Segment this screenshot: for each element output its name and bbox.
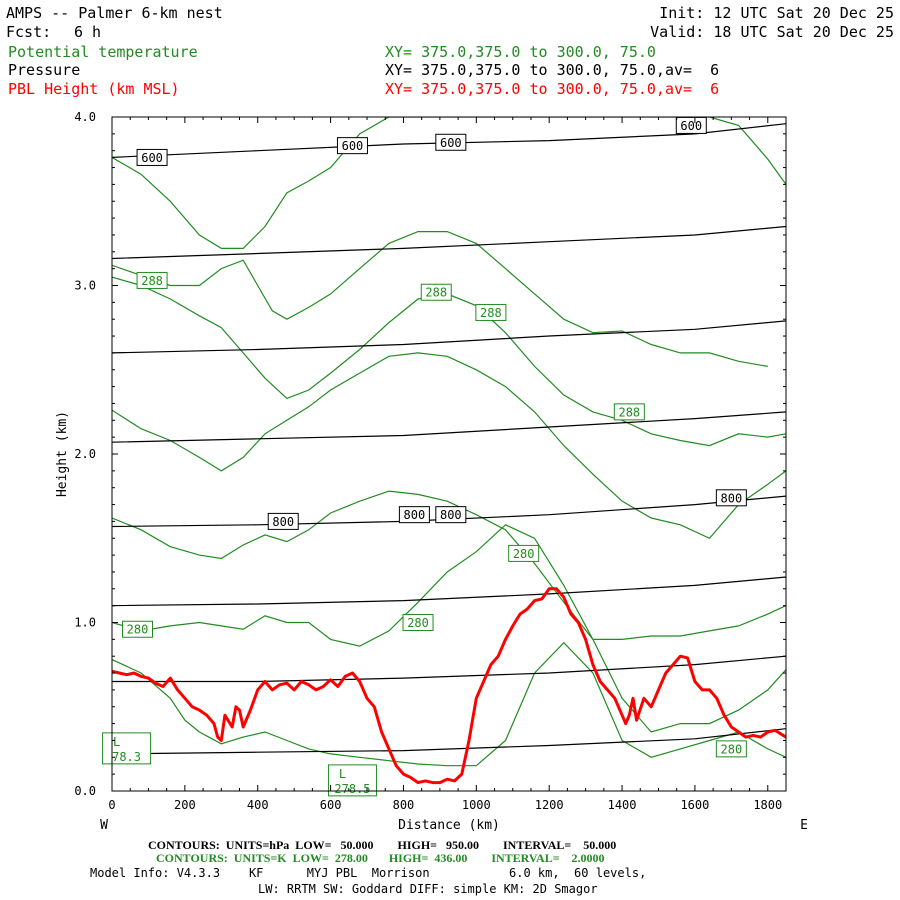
pressure-contour-label: 800: [721, 491, 743, 505]
field-xy-pressure: XY= 375.0,375.0 to 300.0, 75.0,av= 6: [385, 61, 720, 79]
pressure-contour-label-box: [398, 506, 430, 524]
theta-contour-label: 280: [127, 623, 149, 637]
x-tick-label: 200: [174, 798, 196, 812]
theta-contour-label-box: [508, 544, 540, 562]
pressure-contour-line: [112, 225, 786, 260]
pressure-contour-label: 800: [272, 515, 294, 529]
pressure-contour-line: [112, 576, 786, 607]
theta-contour-label-box: [136, 271, 168, 289]
pressure-contour-line: [112, 123, 786, 158]
theta-contour-info: CONTOURS: UNITS=K LOW= 278.00 HIGH= 436.…: [156, 851, 605, 865]
y-tick-label: 0.0: [74, 784, 96, 798]
init-time: Init: 12 UTC Sat 20 Dec 25: [659, 4, 894, 22]
theta-contour-line: [112, 352, 786, 540]
theta-contour-label-box: [402, 614, 434, 631]
y-tick-label: 1.0: [74, 616, 96, 630]
pressure-contour-label-box: [715, 489, 747, 507]
pressure-contour-line: [112, 411, 786, 443]
pressure-contour-label: 600: [342, 139, 364, 153]
axes-layer: 0 200 400 600 800 1000 1200 1400 1600 1800 0.0 1.0 2…: [55, 110, 808, 833]
theta-contour-label: 280: [513, 547, 535, 561]
pressure-contour-label: 600: [440, 136, 462, 150]
pressure-contour-label: 800: [404, 508, 426, 522]
x-tick-label: 1200: [535, 798, 564, 812]
theta-contour-label: 288: [141, 274, 163, 288]
pbl-height-line: [112, 587, 786, 785]
theta-contours-layer: [112, 117, 786, 767]
pressure-contour-label: 600: [141, 151, 163, 165]
pbl-layer: [112, 587, 786, 785]
x-tick-label: 1400: [608, 798, 637, 812]
west-label: W: [100, 818, 108, 833]
pressure-contour-label: 800: [440, 508, 462, 522]
pressure-contour-line: [112, 655, 786, 683]
theta-contour-label-box: [715, 740, 747, 758]
fcst-value: 6 h: [74, 23, 102, 41]
theta-contour-label: 288: [618, 405, 640, 419]
x-tick-label: 1800: [753, 798, 782, 812]
pressure-contour-label-box: [435, 133, 467, 151]
low-center-letter: L: [113, 735, 120, 749]
east-label: E: [800, 818, 808, 833]
theta-contour-line: [112, 524, 786, 733]
field-name-pbl: PBL Height (km MSL): [8, 80, 180, 98]
theta-contour-label-box: [613, 403, 645, 421]
pressure-contour-line: [112, 320, 786, 354]
y-tick-label: 4.0: [74, 110, 96, 124]
valid-time: Valid: 18 UTC Sat 20 Dec 25: [650, 23, 894, 41]
field-name-pressure: Pressure: [8, 61, 81, 79]
theta-contour-label-box: [475, 303, 507, 321]
theta-contour-line: [112, 490, 786, 641]
field-xy-theta: XY= 375.0,375.0 to 300.0, 75.0: [385, 43, 656, 61]
pressure-contour-label-box: [267, 512, 299, 530]
x-tick-label: 800: [393, 798, 415, 812]
theta-contour-label: 288: [425, 286, 447, 300]
theta-contour-label-box: [122, 620, 154, 638]
low-center-value: 278.5: [334, 782, 370, 796]
theta-contour-line: [112, 231, 768, 367]
plot-title: AMPS -- Palmer 6-km nest: [6, 4, 223, 22]
x-axis-label: Distance (km): [398, 818, 500, 833]
field-xy-pbl: XY= 375.0,375.0 to 300.0, 75.0,av= 6: [385, 80, 720, 98]
pressure-contour-label-box: [336, 137, 368, 155]
pressure-contour-label-box: [435, 506, 467, 524]
fcst-label: Fcst:: [6, 23, 52, 41]
pressure-contour-label: 600: [680, 119, 702, 133]
theta-contour-line: [112, 276, 786, 447]
theta-contour-label: 280: [407, 616, 429, 630]
y-tick-label: 3.0: [74, 279, 96, 293]
theta-contour-label: 280: [721, 742, 743, 756]
y-axis-label: Height (km): [55, 411, 70, 497]
x-tick-label: 400: [247, 798, 269, 812]
plot-frame: [111, 116, 787, 792]
physics-info: LW: RRTM SW: Goddard DIFF: simple KM: 2D…: [258, 882, 598, 896]
pressure-contours-layer: [112, 123, 786, 755]
pressure-contour-line: [112, 728, 786, 755]
x-tick-label: 1600: [680, 798, 709, 812]
field-name-theta: Potential temperature: [8, 43, 198, 61]
model-info: Model Info: V4.3.3 KF MYJ PBL Morrison 6…: [90, 866, 647, 880]
theta-contour-line: [112, 641, 786, 767]
theta-contour-label-box: [420, 283, 452, 301]
low-center-letter: L: [339, 767, 346, 781]
x-tick-label: 1000: [462, 798, 491, 812]
theta-contour-label: 288: [480, 306, 502, 320]
low-center-value: 78.3: [112, 750, 141, 764]
pressure-contour-info: CONTOURS: UNITS=hPa LOW= 50.000 HIGH= 95…: [148, 838, 617, 852]
x-tick-label: 600: [320, 798, 342, 812]
low-center-box: [102, 732, 152, 765]
y-tick-label: 2.0: [74, 447, 96, 461]
contour-labels-layer: 600 600 600 600 800 800 800 800 288 288 288 288 280 2…: [102, 116, 747, 797]
theta-contour-line: [112, 117, 786, 249]
pressure-contour-label-box: [136, 148, 168, 166]
x-tick-label: 0: [108, 798, 115, 812]
pressure-contour-line: [112, 495, 786, 528]
